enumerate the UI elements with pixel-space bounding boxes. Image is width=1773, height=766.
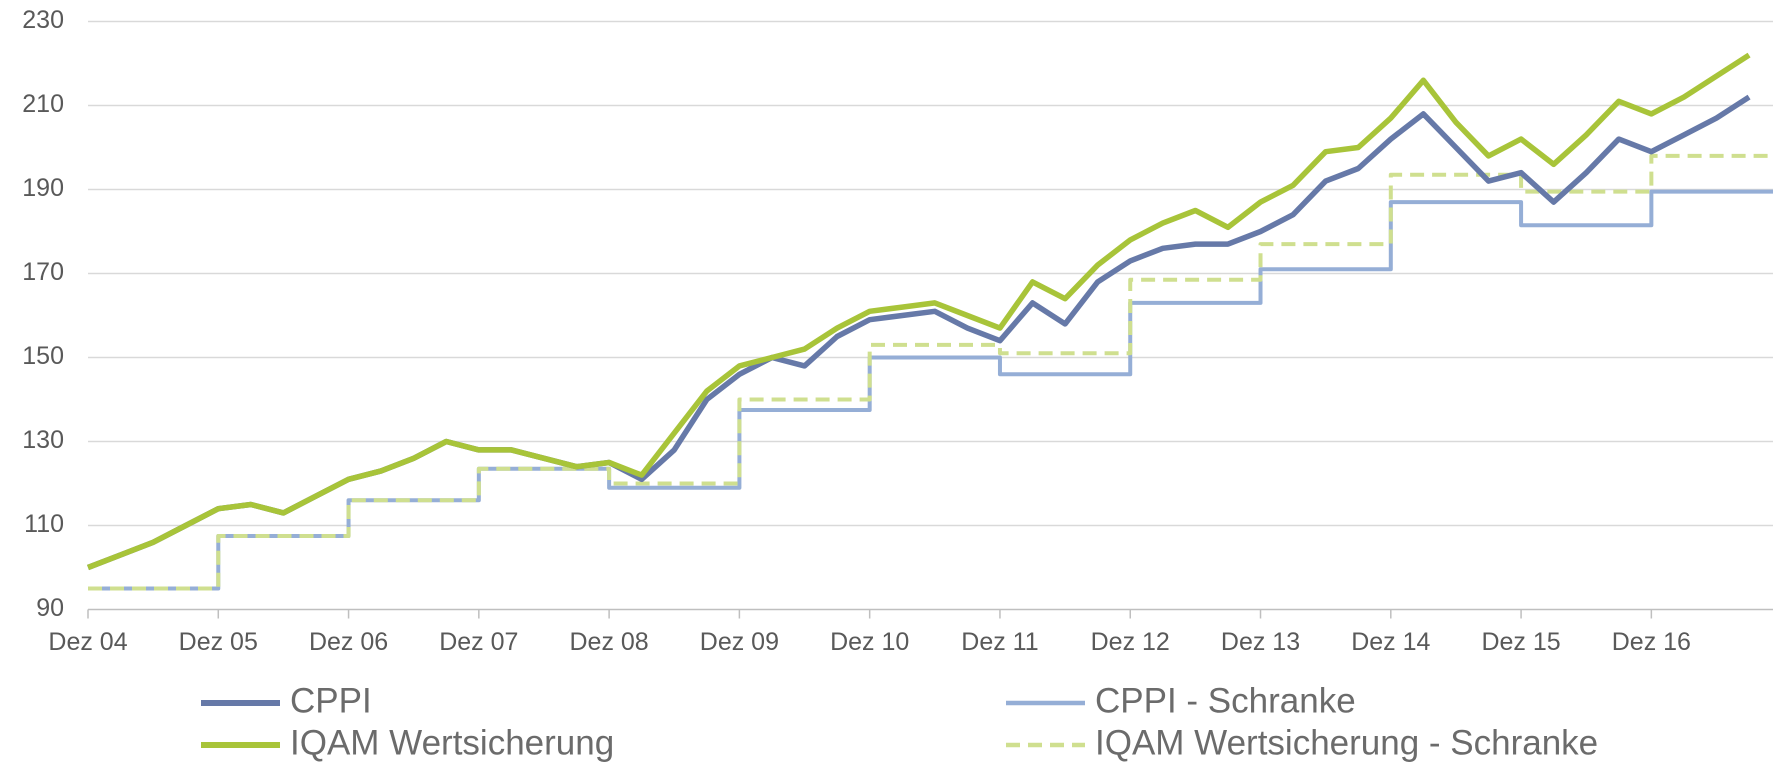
legend-label: IQAM Wertsicherung xyxy=(290,723,614,762)
x-tick-label: Dez 14 xyxy=(1351,628,1430,656)
y-tick-label: 90 xyxy=(36,594,64,622)
x-tick-label: Dez 07 xyxy=(439,628,518,656)
legend-label: IQAM Wertsicherung - Schranke xyxy=(1095,723,1598,762)
series-line xyxy=(88,189,1773,591)
series-line xyxy=(87,52,1751,571)
x-tick-label: Dez 08 xyxy=(570,628,649,656)
series-line xyxy=(88,153,1773,591)
x-tick-label: Dez 12 xyxy=(1091,628,1170,656)
x-tick-label: Dez 15 xyxy=(1481,628,1560,656)
x-tick-label: Dez 16 xyxy=(1612,628,1691,656)
y-tick-label: 130 xyxy=(22,426,64,454)
series-line xyxy=(87,94,1751,571)
x-tick-label: Dez 04 xyxy=(48,628,127,656)
y-tick-label: 110 xyxy=(24,510,64,538)
x-tick-label: Dez 11 xyxy=(961,628,1038,656)
x-tick-label: Dez 13 xyxy=(1221,628,1300,656)
x-tick-label: Dez 10 xyxy=(830,628,909,656)
y-tick-label: 170 xyxy=(22,258,64,286)
legend-label: CPPI xyxy=(290,681,372,720)
y-tick-label: 150 xyxy=(22,342,64,370)
x-tick-label: Dez 09 xyxy=(700,628,779,656)
y-tick-label: 230 xyxy=(22,6,64,34)
x-tick-label: Dez 05 xyxy=(179,628,258,656)
legend-label: CPPI - Schranke xyxy=(1095,681,1356,720)
y-tick-label: 210 xyxy=(22,90,64,118)
y-tick-label: 190 xyxy=(22,174,64,202)
x-tick-label: Dez 06 xyxy=(309,628,388,656)
